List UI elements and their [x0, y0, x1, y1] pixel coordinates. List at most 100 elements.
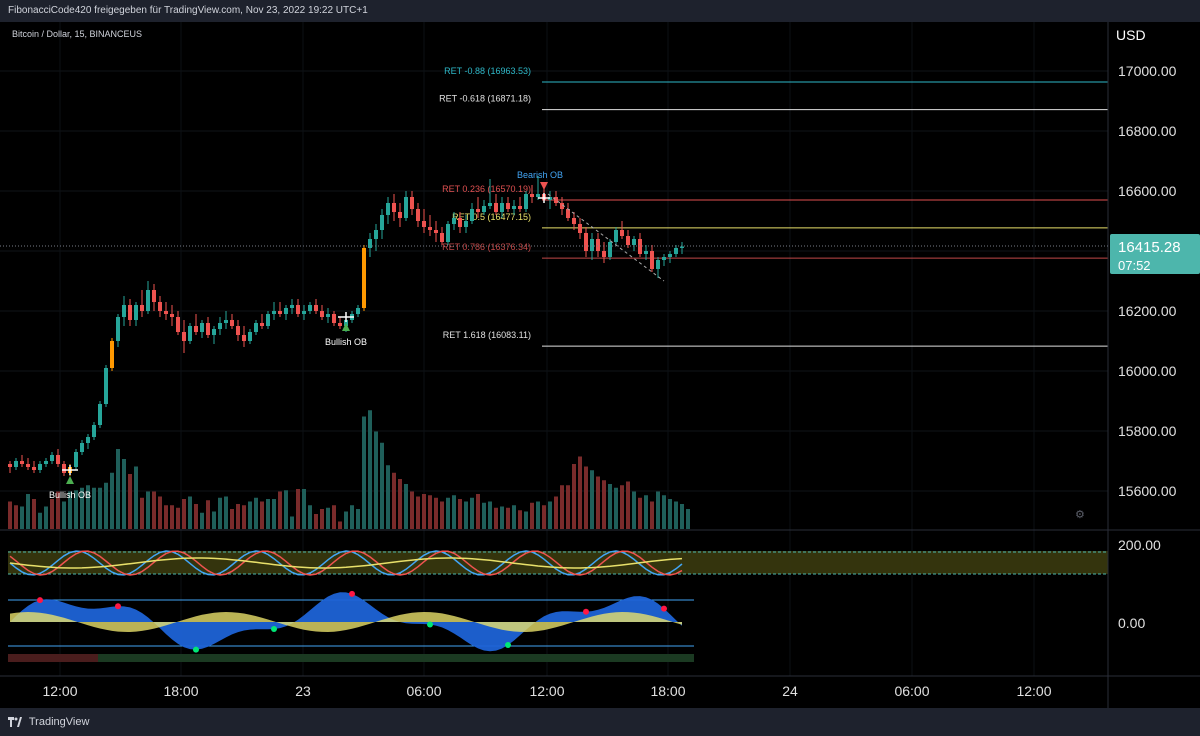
- candle-body: [248, 332, 252, 341]
- osc2-signal-dot: [505, 642, 511, 648]
- osc1-slow-line: [9, 550, 683, 576]
- time-tick-label: 12:00: [529, 683, 564, 699]
- volume-bar: [416, 496, 420, 529]
- footer-bar: TradingView: [0, 708, 1200, 736]
- candle-body: [14, 461, 18, 467]
- volume-bar: [80, 487, 84, 529]
- publish-text: FibonacciCode420 freigegeben für Trading…: [8, 5, 368, 16]
- volume-bar: [152, 491, 156, 529]
- bullish-ob-label: Bullish OB: [49, 490, 91, 500]
- fib-trend-line: [547, 193, 665, 282]
- osc2-money-flow-area: [10, 612, 682, 632]
- tradingview-logo-icon: [8, 717, 22, 728]
- price-chart[interactable]: RET -0.88 (16963.53) RET -0.618 (16871.18…: [0, 22, 1200, 708]
- candle-body: [20, 461, 24, 464]
- candle-body: [146, 290, 150, 311]
- volume-bar: [260, 501, 264, 529]
- fib-label: RET 1.618 (16083.11): [443, 330, 531, 340]
- volume-bar: [374, 431, 378, 529]
- volume-bar: [668, 499, 672, 529]
- osc2-signal-dot: [37, 597, 43, 604]
- volume-bar: [122, 459, 126, 529]
- volume-bar: [626, 481, 630, 529]
- volume-bar: [608, 484, 612, 529]
- candle-body: [92, 425, 96, 437]
- osc1-fast-line: [9, 550, 683, 576]
- price-axis[interactable]: 17000.0016800.0016600.0016400.0016200.00…: [1118, 63, 1177, 499]
- volume-bar: [104, 482, 108, 529]
- volume-bar: [434, 497, 438, 529]
- time-tick-label: 18:00: [650, 683, 685, 699]
- volume-bar: [146, 491, 150, 529]
- candle-body: [620, 230, 624, 236]
- volume-bar: [302, 489, 306, 529]
- volume-bar: [176, 507, 180, 529]
- candle-body: [290, 305, 294, 308]
- volume-bar: [320, 509, 324, 529]
- volume-bar: [284, 490, 288, 529]
- volume-bar: [56, 491, 60, 529]
- volume-bar: [470, 497, 474, 529]
- candle-body: [194, 326, 198, 332]
- volume-bar: [278, 491, 282, 529]
- volume-bar: [578, 456, 582, 529]
- candle-body: [182, 332, 186, 341]
- candle-body: [524, 194, 528, 209]
- bullish-ob-arrow-icon: [342, 323, 350, 331]
- last-price-tag: [1110, 234, 1200, 274]
- last-price-value: 16415.28: [1118, 239, 1181, 256]
- footer-brand: TradingView: [28, 716, 90, 728]
- time-axis[interactable]: 12:00 18:00 23 06:00 12:00 18:00 24 06:00 12:00: [42, 683, 1051, 699]
- candle-body: [632, 239, 636, 245]
- candle-body: [380, 215, 384, 230]
- chart-background: [0, 22, 1200, 708]
- volume-bar: [314, 514, 318, 529]
- candle-body: [200, 323, 204, 332]
- publish-bar: FibonacciCode420 freigegeben für Trading…: [0, 0, 1200, 22]
- candle-body: [434, 230, 438, 233]
- candle-body: [116, 317, 120, 341]
- candle-body: [500, 203, 504, 212]
- volume-bar: [242, 505, 246, 529]
- volume-bar: [488, 501, 492, 529]
- volume-bar: [560, 485, 564, 529]
- volume-bar: [476, 494, 480, 529]
- candle-body: [164, 311, 168, 314]
- volume-bar: [422, 494, 426, 529]
- volume-bar: [290, 516, 294, 529]
- time-tick-label: 23: [295, 683, 311, 699]
- candle-body: [518, 206, 522, 209]
- volume-bar: [518, 510, 522, 529]
- volume-bar: [680, 504, 684, 529]
- volume-bar: [38, 512, 42, 529]
- volume-bar: [206, 500, 210, 529]
- volume-bar: [194, 504, 198, 529]
- candle-body: [356, 308, 360, 314]
- volume-bar: [188, 496, 192, 529]
- osc2-signal-dot: [193, 646, 199, 653]
- volume-bar: [446, 497, 450, 529]
- volume-bar: [350, 505, 354, 529]
- candle-body: [470, 209, 474, 221]
- candle-body: [386, 203, 390, 215]
- candle-body: [266, 314, 270, 326]
- price-tick-label: 16600.00: [1118, 183, 1177, 199]
- volume-bar: [116, 449, 120, 529]
- candle-body: [236, 326, 240, 335]
- volume-bar: [170, 505, 174, 529]
- candle-body: [296, 305, 300, 314]
- candle-body: [464, 221, 468, 227]
- time-tick-label: 24: [782, 683, 798, 699]
- candle-body: [206, 323, 210, 335]
- volume-bar: [182, 499, 186, 529]
- volume-bar: [326, 507, 330, 529]
- volume-bar: [344, 511, 348, 529]
- volume-bar: [674, 501, 678, 529]
- volume-bar: [230, 509, 234, 529]
- volume-bar: [632, 491, 636, 529]
- candle-body: [104, 368, 108, 404]
- volume-bar: [296, 489, 300, 529]
- candle-body: [230, 320, 234, 326]
- settings-icon[interactable]: ⚙: [1075, 508, 1085, 521]
- volume-bar: [464, 501, 468, 529]
